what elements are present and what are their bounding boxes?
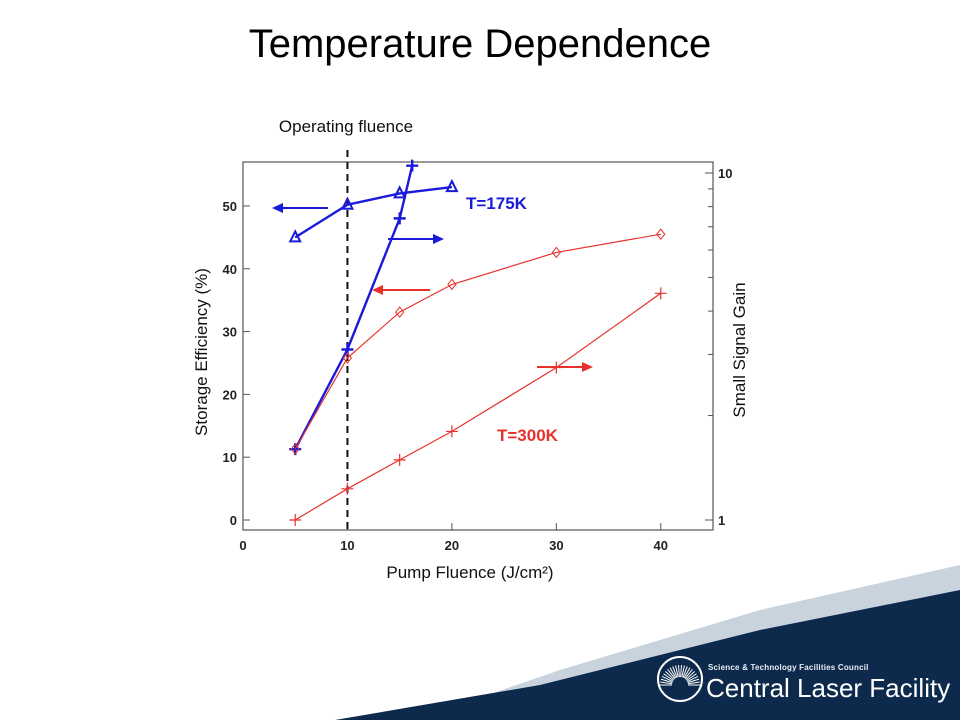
logo-council-text: Science & Technology Facilities Council — [708, 663, 869, 672]
series-2-point-2 — [395, 306, 405, 318]
y-left-tick-label-20: 20 — [223, 387, 237, 402]
sunburst-ray-13 — [682, 666, 688, 678]
x-tick-label-20: 20 — [445, 538, 459, 553]
sunburst-icon — [657, 656, 703, 702]
series-0-point-0 — [288, 229, 302, 243]
axis-ticks: 0 10 20 30 40 0 10 20 30 40 50 1 10 — [223, 166, 733, 553]
series-0-line — [294, 185, 453, 239]
series-3-point-3 — [445, 425, 458, 438]
series-3-point-2 — [393, 453, 406, 466]
arrow-1-head — [433, 234, 444, 244]
series-1-point-2 — [393, 212, 406, 225]
x-tick-label-30: 30 — [549, 538, 563, 553]
slide-title: Temperature Dependence — [248, 22, 712, 66]
sunburst-ray-12 — [681, 665, 685, 678]
corner-decoration — [335, 565, 960, 720]
series-2-point-1 — [342, 352, 353, 364]
series-3-line — [294, 292, 662, 521]
y-right-tick-label-10: 10 — [718, 166, 732, 181]
sunburst-ray-8 — [672, 666, 678, 678]
sunburst-ray-14 — [683, 667, 691, 679]
series-1-point-3 — [406, 159, 419, 172]
arrow-2-head — [372, 285, 383, 295]
operating-fluence-label: Operating fluence — [279, 117, 413, 136]
y-axis-right-label: Small Signal Gain — [730, 282, 749, 417]
sunburst-ray-9 — [675, 665, 679, 678]
x-tick-label-10: 10 — [340, 538, 354, 553]
x-tick-label-0: 0 — [239, 538, 246, 553]
series-3-point-5 — [654, 287, 667, 300]
sunburst-ray-7 — [669, 667, 677, 679]
corner-swoosh-navy — [335, 590, 960, 720]
sunburst-ray-2 — [660, 678, 673, 684]
series-1-line — [294, 165, 414, 450]
sunburst-ray-1 — [660, 681, 673, 685]
y-left-tick-label-10: 10 — [223, 450, 237, 465]
series-2-point-3 — [447, 278, 457, 291]
sunburst-ray-4 — [663, 673, 674, 681]
y-left-tick-label-0: 0 — [230, 513, 237, 528]
series-layer — [288, 159, 667, 526]
sunburst-ray-6 — [667, 669, 676, 680]
y-left-tick-label-50: 50 — [223, 199, 237, 214]
arrow-layer — [272, 203, 593, 372]
arrow-0-head — [272, 203, 283, 213]
series-0-point-1 — [340, 196, 355, 210]
sunburst-ray-15 — [684, 669, 693, 680]
series-2-point-5 — [656, 228, 666, 241]
y-left-tick-label-30: 30 — [223, 325, 237, 340]
series-0-point-3 — [445, 178, 459, 193]
sunburst-ray-19 — [687, 678, 700, 684]
sunburst-ray-3 — [661, 675, 674, 682]
series-3-point-1 — [341, 482, 354, 495]
arrow-3-head — [582, 362, 593, 372]
x-axis-label: Pump Fluence (J/cm²) — [386, 563, 553, 582]
sunburst-ray-10 — [678, 665, 680, 678]
x-tick-label-40: 40 — [654, 538, 668, 553]
series-3-point-0 — [289, 514, 302, 526]
series-2-point-0 — [290, 443, 300, 455]
sunburst-ray-20 — [687, 681, 700, 685]
sunburst-ray-16 — [685, 671, 696, 680]
series-0-point-2 — [393, 185, 407, 199]
plot-frame — [242, 161, 714, 531]
y-left-tick-label-40: 40 — [223, 262, 237, 277]
series-2-line — [294, 233, 661, 450]
sunburst-ray-17 — [686, 673, 697, 681]
y-axis-left-label: Storage Efficiency (%) — [192, 268, 211, 436]
logo-facility-text: Central Laser Facility — [706, 673, 951, 703]
series-label-300k: T=300K — [497, 426, 559, 445]
sunburst-ray-18 — [686, 675, 699, 682]
sunburst-ray-11 — [680, 665, 682, 678]
sunburst-ray-5 — [664, 671, 675, 680]
series-label-175k: T=175K — [466, 194, 528, 213]
series-2-point-4 — [551, 246, 561, 259]
stfc-logo: Science & Technology Facilities Council … — [650, 645, 950, 715]
y-right-tick-label-1: 1 — [718, 513, 725, 528]
